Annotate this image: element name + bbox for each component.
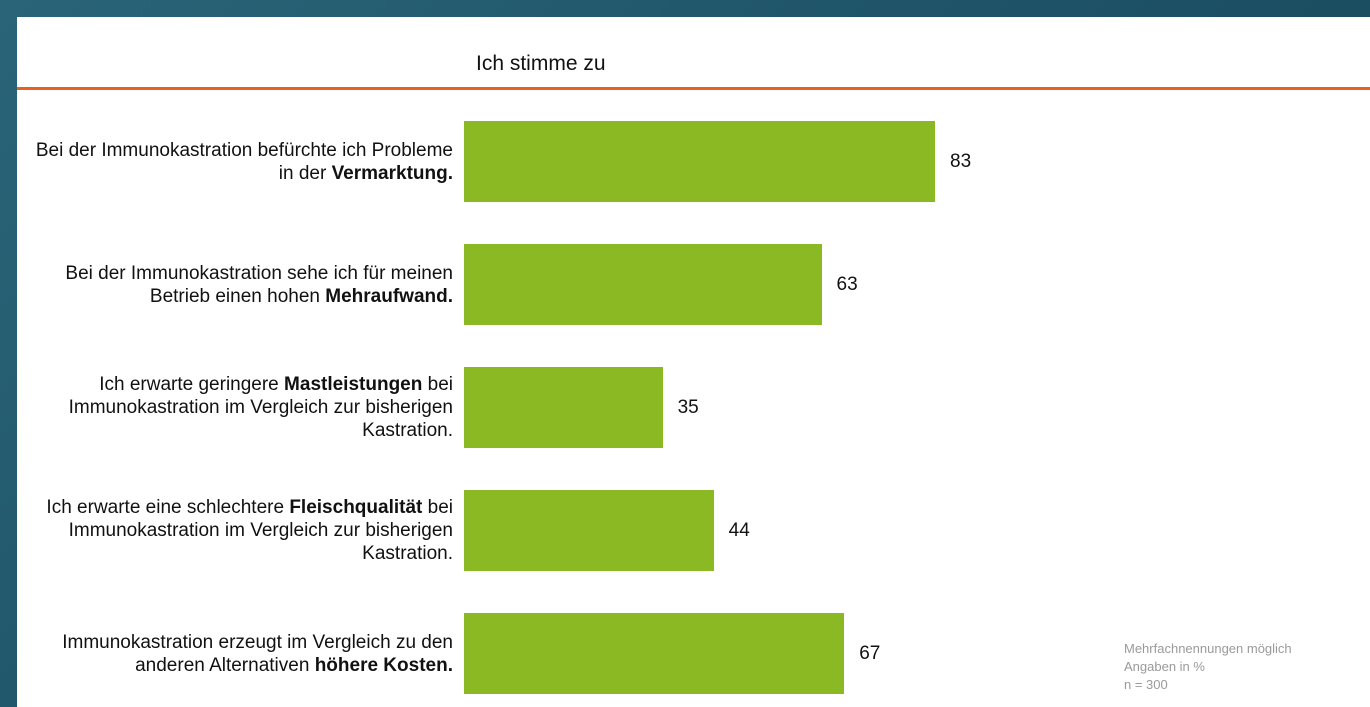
label-run: höhere Kosten.	[314, 654, 453, 676]
label-run: bei Immunokastration im Vergleich zur bi…	[68, 374, 453, 441]
bar	[464, 613, 845, 694]
category-label: Bei der Immunokastration sehe ich für me…	[23, 244, 453, 325]
value-label: 44	[728, 520, 750, 541]
category-label: Immunokastration erzeugt im Vergleich zu…	[23, 613, 453, 694]
label-run: Vermarktung.	[331, 162, 453, 184]
note: n = 300	[1124, 677, 1168, 692]
label-run: Fleischqualität	[289, 497, 423, 518]
label-run: Mastleistungen	[284, 374, 423, 395]
value-label: 63	[836, 274, 858, 295]
notes: Mehrfachnennungen möglich Angaben in % n =…	[1124, 640, 1292, 694]
category-text: Ich erwarte eine schlechtere Fleischqual…	[23, 496, 453, 565]
header-rule	[17, 87, 1370, 90]
category-label: Ich erwarte eine schlechtere Fleischqual…	[23, 490, 453, 571]
label-run: Mehraufwand.	[325, 285, 453, 307]
value-label: 35	[677, 397, 699, 418]
label-run: Ich erwarte geringere	[99, 374, 285, 395]
category-text: Ich erwarte geringere Mastleistungen bei…	[23, 373, 453, 442]
chart-title: Ich stimme zu	[476, 52, 606, 75]
bar	[464, 244, 822, 325]
label-run: Bei der Immunokastration befürchte ich P…	[35, 139, 453, 184]
label-run: Ich erwarte eine schlechtere	[46, 497, 290, 518]
note: Mehrfachnennungen möglich	[1124, 641, 1292, 656]
category-text: Bei der Immunokastration sehe ich für me…	[23, 262, 453, 308]
value-label: 83	[950, 151, 972, 172]
category-text: Bei der Immunokastration befürchte ich P…	[23, 139, 453, 185]
bar	[464, 490, 714, 571]
category-label: Bei der Immunokastration befürchte ich P…	[23, 121, 453, 202]
label-run: bei Immunokastration im Vergleich zur bi…	[68, 497, 453, 564]
value-label: 67	[859, 643, 881, 664]
bar	[464, 367, 663, 448]
label-run: Bei der Immunokastration sehe ich für me…	[65, 262, 453, 307]
category-text: Immunokastration erzeugt im Vergleich zu…	[23, 631, 453, 677]
note: Angaben in %	[1124, 659, 1205, 674]
category-label: Ich erwarte geringere Mastleistungen bei…	[23, 367, 453, 448]
bar	[464, 121, 935, 202]
label-run: Immunokastration erzeugt im Vergleich zu…	[62, 631, 453, 676]
